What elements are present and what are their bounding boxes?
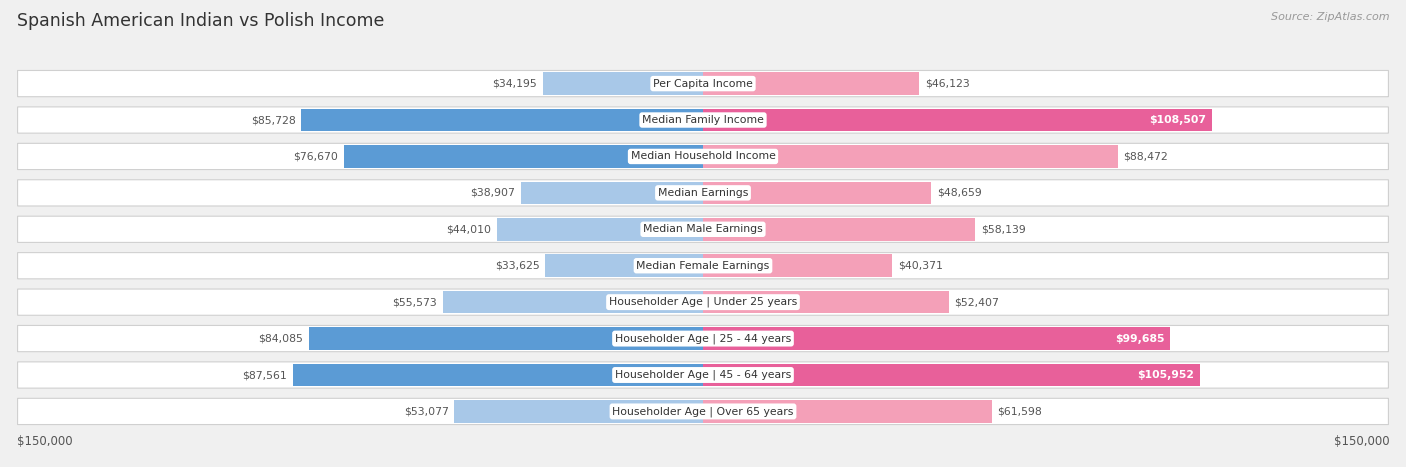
Text: Median Male Earnings: Median Male Earnings bbox=[643, 224, 763, 234]
FancyBboxPatch shape bbox=[17, 107, 1389, 133]
Text: Median Female Earnings: Median Female Earnings bbox=[637, 261, 769, 271]
FancyBboxPatch shape bbox=[17, 253, 1389, 279]
FancyBboxPatch shape bbox=[309, 327, 703, 350]
FancyBboxPatch shape bbox=[17, 71, 1389, 97]
Text: $87,561: $87,561 bbox=[242, 370, 287, 380]
Text: Spanish American Indian vs Polish Income: Spanish American Indian vs Polish Income bbox=[17, 12, 384, 30]
FancyBboxPatch shape bbox=[703, 72, 920, 95]
Text: Householder Age | 25 - 44 years: Householder Age | 25 - 44 years bbox=[614, 333, 792, 344]
Text: $150,000: $150,000 bbox=[17, 435, 73, 448]
FancyBboxPatch shape bbox=[543, 72, 703, 95]
FancyBboxPatch shape bbox=[703, 182, 931, 204]
Text: $44,010: $44,010 bbox=[446, 224, 491, 234]
FancyBboxPatch shape bbox=[703, 364, 1199, 386]
Text: Per Capita Income: Per Capita Income bbox=[652, 78, 754, 89]
Text: $108,507: $108,507 bbox=[1149, 115, 1206, 125]
Text: Householder Age | 45 - 64 years: Householder Age | 45 - 64 years bbox=[614, 370, 792, 380]
FancyBboxPatch shape bbox=[17, 289, 1389, 315]
Text: Source: ZipAtlas.com: Source: ZipAtlas.com bbox=[1271, 12, 1389, 21]
FancyBboxPatch shape bbox=[292, 364, 703, 386]
Text: Median Family Income: Median Family Income bbox=[643, 115, 763, 125]
FancyBboxPatch shape bbox=[703, 255, 893, 277]
Text: $40,371: $40,371 bbox=[898, 261, 942, 271]
FancyBboxPatch shape bbox=[703, 400, 991, 423]
FancyBboxPatch shape bbox=[496, 218, 703, 241]
FancyBboxPatch shape bbox=[703, 218, 976, 241]
FancyBboxPatch shape bbox=[17, 325, 1389, 352]
FancyBboxPatch shape bbox=[17, 216, 1389, 242]
Text: $61,598: $61,598 bbox=[997, 406, 1042, 417]
Text: $76,670: $76,670 bbox=[294, 151, 337, 162]
FancyBboxPatch shape bbox=[703, 327, 1170, 350]
Text: $85,728: $85,728 bbox=[250, 115, 295, 125]
FancyBboxPatch shape bbox=[17, 362, 1389, 388]
FancyBboxPatch shape bbox=[301, 109, 703, 131]
Text: $38,907: $38,907 bbox=[470, 188, 515, 198]
Text: $52,407: $52,407 bbox=[955, 297, 1000, 307]
Text: $46,123: $46,123 bbox=[925, 78, 970, 89]
Text: $55,573: $55,573 bbox=[392, 297, 437, 307]
FancyBboxPatch shape bbox=[343, 145, 703, 168]
Text: $58,139: $58,139 bbox=[981, 224, 1026, 234]
FancyBboxPatch shape bbox=[17, 398, 1389, 425]
FancyBboxPatch shape bbox=[703, 109, 1212, 131]
FancyBboxPatch shape bbox=[17, 143, 1389, 170]
Text: $150,000: $150,000 bbox=[1333, 435, 1389, 448]
Text: $99,685: $99,685 bbox=[1115, 333, 1164, 344]
Text: Householder Age | Over 65 years: Householder Age | Over 65 years bbox=[612, 406, 794, 417]
Text: $48,659: $48,659 bbox=[936, 188, 981, 198]
FancyBboxPatch shape bbox=[520, 182, 703, 204]
Text: $53,077: $53,077 bbox=[404, 406, 449, 417]
Text: $34,195: $34,195 bbox=[492, 78, 537, 89]
FancyBboxPatch shape bbox=[703, 291, 949, 313]
FancyBboxPatch shape bbox=[454, 400, 703, 423]
Text: $88,472: $88,472 bbox=[1123, 151, 1168, 162]
FancyBboxPatch shape bbox=[546, 255, 703, 277]
Text: $105,952: $105,952 bbox=[1137, 370, 1194, 380]
Text: $33,625: $33,625 bbox=[495, 261, 540, 271]
Text: Householder Age | Under 25 years: Householder Age | Under 25 years bbox=[609, 297, 797, 307]
FancyBboxPatch shape bbox=[17, 180, 1389, 206]
FancyBboxPatch shape bbox=[443, 291, 703, 313]
Text: Median Earnings: Median Earnings bbox=[658, 188, 748, 198]
Text: Median Household Income: Median Household Income bbox=[630, 151, 776, 162]
Text: $84,085: $84,085 bbox=[259, 333, 304, 344]
FancyBboxPatch shape bbox=[703, 145, 1118, 168]
